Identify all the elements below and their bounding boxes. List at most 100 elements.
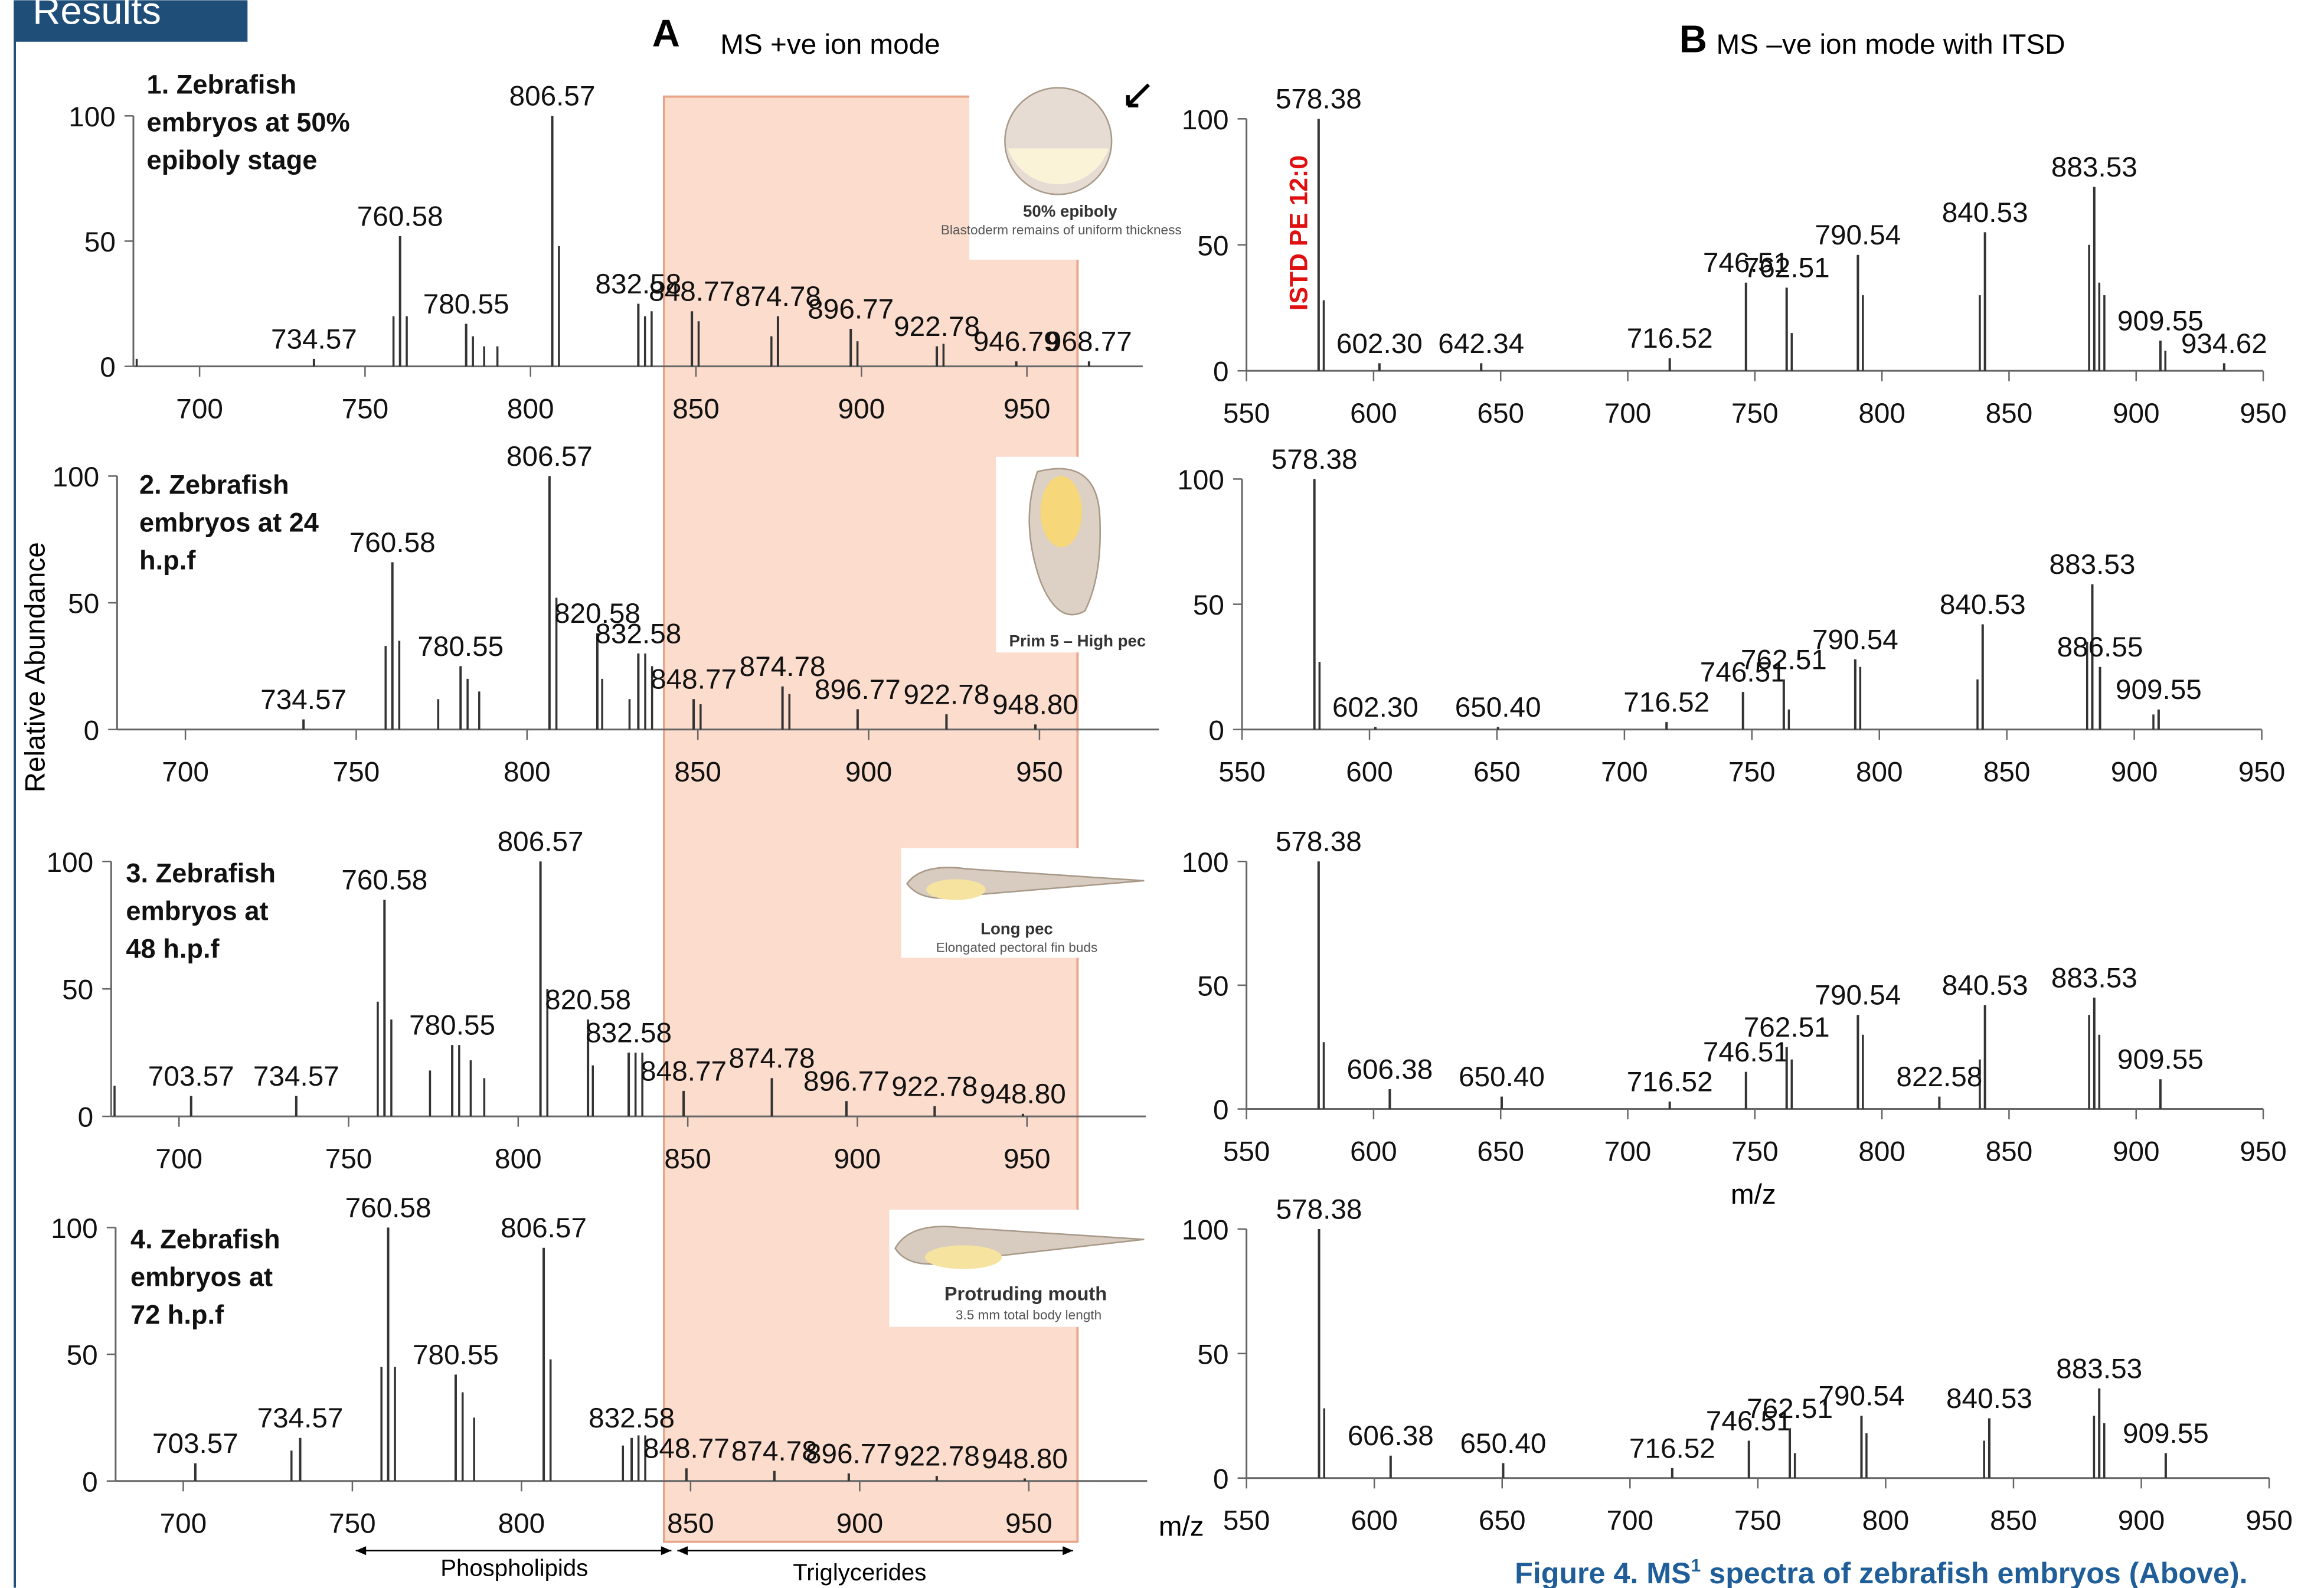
peak-label: 883.53 bbox=[2056, 1353, 2142, 1384]
x-tick-label: 950 bbox=[2238, 757, 2286, 788]
peak-label: 840.53 bbox=[1942, 197, 2028, 228]
peak bbox=[2223, 363, 2225, 371]
peak bbox=[1854, 659, 1856, 730]
x-tick-label: 700 bbox=[160, 1508, 207, 1540]
peak bbox=[302, 720, 305, 730]
peak bbox=[1976, 679, 1979, 730]
peak-label: 832.58 bbox=[586, 1018, 672, 1049]
panel-letter: B bbox=[1679, 17, 1707, 60]
peak-label: 606.38 bbox=[1346, 1054, 1433, 1085]
peak bbox=[462, 1393, 464, 1481]
x-tick-label: 750 bbox=[325, 1143, 372, 1175]
x-tick-label: 800 bbox=[1856, 757, 1903, 788]
x-tick-label: 950 bbox=[1016, 757, 1063, 788]
peak bbox=[637, 304, 639, 367]
peak-label: 760.58 bbox=[357, 201, 443, 232]
peak-label: 883.53 bbox=[2050, 549, 2136, 580]
peak bbox=[190, 1096, 192, 1117]
x-tick-label: 750 bbox=[1734, 1505, 1782, 1537]
figure: Results A MS +ve ion mode B MS –ve ion m… bbox=[0, 0, 2324, 1588]
peak-label: 840.53 bbox=[1942, 970, 2028, 1001]
peak bbox=[1388, 1089, 1391, 1109]
x-tick-label: 750 bbox=[333, 757, 380, 788]
peak-label: 934.62 bbox=[2181, 328, 2267, 360]
x-tick-label: 700 bbox=[155, 1143, 202, 1175]
peak bbox=[2165, 351, 2167, 371]
peak bbox=[692, 699, 695, 730]
panel-label: 4. Zebrafish bbox=[130, 1224, 280, 1254]
peak bbox=[380, 1367, 383, 1481]
peak-label: 896.77 bbox=[815, 674, 901, 705]
peak bbox=[2093, 1416, 2096, 1478]
peak bbox=[2165, 1453, 2167, 1478]
peak bbox=[1024, 1478, 1026, 1481]
peak-label: 760.58 bbox=[341, 864, 427, 896]
peak bbox=[1859, 667, 1862, 730]
peak bbox=[483, 347, 485, 367]
x-tick-label: 750 bbox=[329, 1508, 376, 1540]
x-tick-label: 950 bbox=[2240, 398, 2287, 429]
peak bbox=[384, 646, 387, 730]
peak-label: 848.77 bbox=[649, 276, 735, 308]
peak-label: 790.54 bbox=[1815, 980, 1901, 1011]
peak bbox=[1088, 361, 1090, 366]
y-tick-label: 0 bbox=[100, 352, 116, 383]
y-tick-label: 0 bbox=[1213, 1463, 1229, 1495]
peak bbox=[483, 1078, 486, 1116]
peak-label: 734.57 bbox=[253, 1061, 339, 1092]
peak bbox=[394, 1367, 396, 1481]
y-tick-label: 50 bbox=[62, 975, 93, 1006]
peak bbox=[465, 324, 468, 366]
thumbnail-caption: 3.5 mm total body length bbox=[956, 1308, 1101, 1322]
peak bbox=[2093, 998, 2096, 1109]
peak bbox=[682, 1091, 685, 1116]
thumbnail-title: Protruding mouth bbox=[944, 1282, 1107, 1304]
peak bbox=[1988, 1419, 1990, 1478]
peak bbox=[399, 236, 401, 367]
thumbnail-caption: Blastoderm remains of uniform thickness bbox=[941, 223, 1182, 237]
peak bbox=[313, 359, 315, 367]
peak bbox=[472, 336, 474, 367]
section-title: Results bbox=[32, 0, 161, 32]
y-tick-label: 0 bbox=[84, 715, 100, 746]
larva-yolk bbox=[926, 879, 985, 900]
peak-label: 780.55 bbox=[417, 631, 504, 662]
peak bbox=[1669, 358, 1671, 371]
y-tick-label: 0 bbox=[1213, 1094, 1229, 1126]
peak bbox=[2093, 187, 2096, 371]
peak bbox=[1313, 479, 1316, 729]
istd-label: ISTD PE 12:0 bbox=[1285, 155, 1313, 311]
peak bbox=[429, 1070, 432, 1116]
peak bbox=[635, 1053, 637, 1116]
peak bbox=[1022, 1114, 1024, 1116]
peak bbox=[2159, 341, 2162, 371]
x-tick-label: 600 bbox=[1350, 1136, 1397, 1167]
peak-label: 820.58 bbox=[545, 984, 631, 1015]
peak bbox=[1318, 861, 1320, 1109]
peak bbox=[848, 1473, 850, 1481]
x-tick-label: 700 bbox=[1601, 757, 1648, 788]
peak bbox=[1323, 1409, 1326, 1478]
peak bbox=[295, 1096, 298, 1117]
peak bbox=[1502, 1463, 1504, 1478]
x-tick-label: 800 bbox=[495, 1143, 542, 1175]
peak-label: 762.51 bbox=[1744, 253, 1830, 284]
peak-label: 948.80 bbox=[982, 1443, 1068, 1475]
thumbnail-title: Long pec bbox=[980, 919, 1053, 937]
peak bbox=[1669, 1102, 1671, 1109]
peak bbox=[771, 1078, 773, 1116]
y-tick-label: 0 bbox=[78, 1102, 94, 1133]
panel-label: 1. Zebrafish bbox=[147, 70, 297, 100]
peak bbox=[406, 316, 408, 367]
peak-label: 790.54 bbox=[1819, 1381, 1905, 1412]
peak-label: 806.57 bbox=[501, 1213, 587, 1244]
peak bbox=[2098, 1388, 2100, 1478]
peak bbox=[1938, 1097, 1940, 1109]
figure-caption: Figure 4. MS1 spectra of zebrafish embry… bbox=[1515, 1556, 2247, 1588]
y-tick-label: 50 bbox=[67, 1340, 98, 1371]
x-tick-label: 950 bbox=[1004, 394, 1051, 425]
peak-label: 968.77 bbox=[1046, 326, 1132, 358]
panel-title: MS –ve ion mode with ITSD bbox=[1717, 29, 2065, 60]
x-tick-label: 950 bbox=[1005, 1508, 1052, 1540]
peak bbox=[782, 687, 784, 730]
